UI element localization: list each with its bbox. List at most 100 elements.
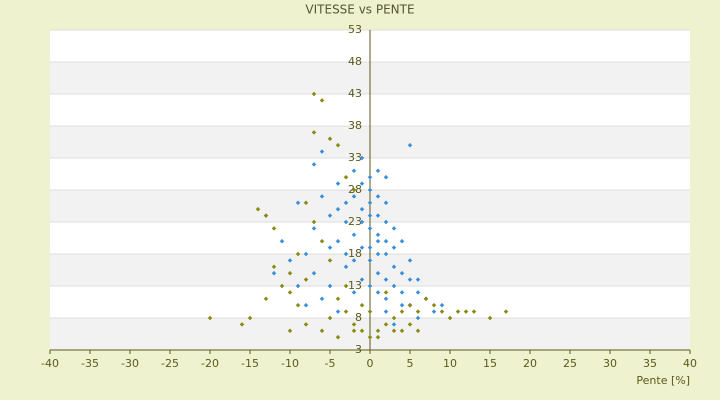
point: [367, 283, 373, 289]
x-tick-label: 15: [483, 357, 497, 370]
point: [287, 328, 293, 334]
point: [463, 309, 469, 314]
point: [367, 187, 373, 193]
point: [343, 174, 349, 180]
point: [383, 219, 389, 225]
point: [351, 232, 357, 238]
point: [367, 200, 373, 206]
point: [335, 142, 341, 148]
point: [399, 302, 405, 308]
point: [351, 194, 357, 199]
point: [311, 91, 317, 97]
point: [503, 309, 509, 314]
point: [351, 322, 357, 327]
x-tick-label: -30: [121, 357, 139, 370]
y-tick-label: 8: [355, 311, 362, 324]
point: [327, 315, 333, 321]
x-tick-label: -40: [41, 357, 59, 370]
point: [415, 328, 421, 334]
point: [343, 283, 349, 289]
point: [439, 309, 445, 314]
point: [367, 226, 373, 231]
point: [319, 149, 325, 154]
x-tick-label: 40: [683, 357, 697, 370]
x-tick-label: -20: [201, 357, 219, 370]
point: [415, 315, 421, 321]
point: [311, 219, 317, 225]
point: [391, 264, 397, 270]
point: [375, 334, 381, 340]
point: [399, 270, 405, 276]
x-tick-label: -25: [161, 357, 179, 370]
point: [375, 213, 381, 218]
point: [367, 258, 373, 263]
y-tick-label: 33: [348, 151, 362, 164]
point: [311, 130, 317, 135]
x-tick-label: -5: [325, 357, 336, 370]
point: [271, 264, 277, 270]
point: [343, 251, 349, 257]
point: [399, 309, 405, 314]
y-tick-label: 18: [348, 247, 362, 260]
point: [287, 270, 293, 276]
point: [279, 238, 285, 244]
point: [303, 277, 309, 282]
point: [487, 315, 493, 321]
point: [383, 322, 389, 327]
y-tick-label: 13: [348, 279, 362, 292]
point: [375, 328, 381, 334]
point: [407, 277, 413, 282]
point: [399, 238, 405, 244]
point: [295, 302, 301, 308]
point: [335, 296, 341, 302]
x-tick-label: 30: [603, 357, 617, 370]
point: [247, 315, 253, 321]
point: [375, 168, 381, 174]
point: [311, 270, 317, 276]
point: [295, 283, 301, 289]
point: [367, 309, 373, 314]
point: [407, 142, 413, 148]
point: [335, 309, 341, 314]
point: [375, 232, 381, 238]
point: [383, 309, 389, 314]
point: [359, 245, 365, 250]
point: [359, 302, 365, 308]
point: [383, 238, 389, 244]
point: [287, 258, 293, 263]
point: [327, 136, 333, 142]
point: [375, 270, 381, 276]
point: [399, 328, 405, 334]
point: [455, 309, 461, 314]
point: [407, 258, 413, 263]
y-tick-label: 43: [348, 87, 362, 100]
point: [319, 98, 325, 103]
point: [303, 302, 309, 308]
point: [271, 226, 277, 231]
point: [367, 245, 373, 250]
point: [327, 213, 333, 218]
x-tick-label: 25: [563, 357, 577, 370]
y-tick-label: 53: [348, 23, 362, 36]
point: [287, 290, 293, 295]
point: [383, 290, 389, 295]
point: [471, 309, 477, 314]
point: [359, 277, 365, 282]
point: [351, 168, 357, 174]
point: [207, 315, 213, 321]
y-tick-label: 38: [348, 119, 362, 132]
point: [391, 245, 397, 250]
x-tick-label: 0: [367, 357, 374, 370]
point: [383, 277, 389, 282]
y-tick-label: 3: [355, 343, 362, 356]
point: [391, 328, 397, 334]
point: [367, 174, 373, 180]
point: [319, 296, 325, 302]
x-tick-label: 5: [407, 357, 414, 370]
point: [399, 290, 405, 295]
point: [303, 200, 309, 206]
point: [303, 251, 309, 257]
point: [263, 296, 269, 302]
point: [295, 200, 301, 206]
